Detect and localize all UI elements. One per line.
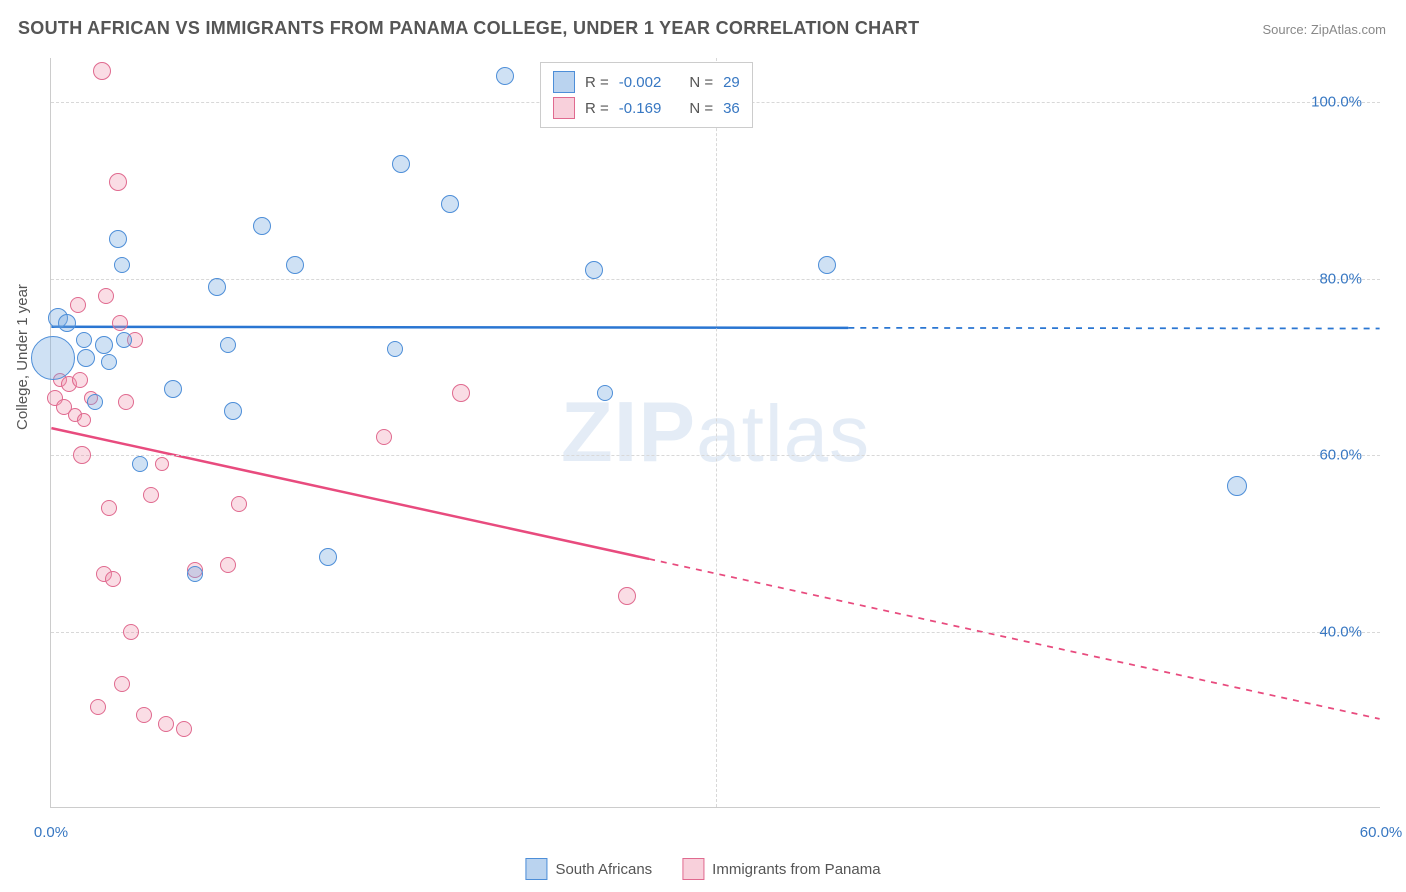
- scatter-point: [220, 337, 236, 353]
- scatter-point: [376, 429, 392, 445]
- scatter-point: [116, 332, 132, 348]
- scatter-point: [164, 380, 182, 398]
- source-label: Source: ZipAtlas.com: [1262, 22, 1386, 37]
- scatter-point: [109, 230, 127, 248]
- r-value-pink: -0.169: [619, 100, 662, 117]
- chart-container: SOUTH AFRICAN VS IMMIGRANTS FROM PANAMA …: [0, 0, 1406, 892]
- watermark-bold: ZIP: [561, 385, 696, 480]
- scatter-point: [452, 384, 470, 402]
- scatter-point: [618, 587, 636, 605]
- scatter-point: [77, 349, 95, 367]
- y-axis-label: College, Under 1 year: [14, 284, 31, 430]
- watermark-rest: atlas: [696, 389, 870, 478]
- x-tick-label: 60.0%: [1360, 824, 1403, 841]
- scatter-point: [392, 155, 410, 173]
- x-tick-label: 0.0%: [34, 824, 68, 841]
- scatter-point: [93, 62, 111, 80]
- scatter-point: [77, 413, 91, 427]
- y-tick-label: 40.0%: [1319, 623, 1362, 640]
- scatter-point: [132, 456, 148, 472]
- legend-item-blue: South Africans: [525, 858, 652, 880]
- scatter-point: [105, 571, 121, 587]
- legend-series: South Africans Immigrants from Panama: [525, 858, 880, 880]
- scatter-point: [208, 278, 226, 296]
- n-label: N =: [689, 100, 713, 117]
- r-value-blue: -0.002: [619, 74, 662, 91]
- scatter-point: [585, 261, 603, 279]
- scatter-point: [597, 385, 613, 401]
- scatter-point: [319, 548, 337, 566]
- scatter-point: [118, 394, 134, 410]
- scatter-point: [441, 195, 459, 213]
- scatter-point: [58, 314, 76, 332]
- n-value-pink: 36: [723, 100, 740, 117]
- scatter-point: [76, 332, 92, 348]
- legend-row-pink: R = -0.169 N = 36: [553, 95, 740, 121]
- scatter-point: [31, 336, 75, 380]
- scatter-point: [1227, 476, 1247, 496]
- scatter-point: [112, 315, 128, 331]
- scatter-point: [123, 624, 139, 640]
- scatter-point: [155, 457, 169, 471]
- plot-area: ZIPatlas 40.0%60.0%80.0%100.0%0.0%60.0%: [50, 58, 1380, 808]
- y-tick-label: 80.0%: [1319, 270, 1362, 287]
- scatter-point: [187, 566, 203, 582]
- scatter-point: [253, 217, 271, 235]
- scatter-point: [143, 487, 159, 503]
- scatter-point: [90, 699, 106, 715]
- trend-line-solid: [51, 428, 649, 559]
- scatter-point: [176, 721, 192, 737]
- n-value-blue: 29: [723, 74, 740, 91]
- legend-row-blue: R = -0.002 N = 29: [553, 69, 740, 95]
- y-tick-label: 60.0%: [1319, 447, 1362, 464]
- swatch-blue: [553, 71, 575, 93]
- series-label-blue: South Africans: [555, 861, 652, 878]
- scatter-point: [231, 496, 247, 512]
- trend-line-dashed: [649, 559, 1380, 719]
- scatter-point: [101, 500, 117, 516]
- n-label: N =: [689, 74, 713, 91]
- y-tick-label: 100.0%: [1311, 94, 1362, 111]
- scatter-point: [114, 676, 130, 692]
- scatter-point: [70, 297, 86, 313]
- trend-line-solid: [51, 327, 848, 328]
- gridline-v: [716, 58, 717, 807]
- scatter-point: [109, 173, 127, 191]
- scatter-point: [496, 67, 514, 85]
- scatter-point: [114, 257, 130, 273]
- scatter-point: [136, 707, 152, 723]
- series-label-pink: Immigrants from Panama: [712, 861, 880, 878]
- r-label: R =: [585, 100, 609, 117]
- scatter-point: [387, 341, 403, 357]
- scatter-point: [72, 372, 88, 388]
- scatter-point: [158, 716, 174, 732]
- scatter-point: [286, 256, 304, 274]
- chart-title: SOUTH AFRICAN VS IMMIGRANTS FROM PANAMA …: [18, 18, 919, 39]
- scatter-point: [224, 402, 242, 420]
- swatch-pink: [682, 858, 704, 880]
- scatter-point: [73, 446, 91, 464]
- scatter-point: [95, 336, 113, 354]
- scatter-point: [101, 354, 117, 370]
- scatter-point: [87, 394, 103, 410]
- legend-correlation: R = -0.002 N = 29 R = -0.169 N = 36: [540, 62, 753, 128]
- r-label: R =: [585, 74, 609, 91]
- swatch-pink: [553, 97, 575, 119]
- scatter-point: [98, 288, 114, 304]
- trend-line-dashed: [848, 328, 1379, 329]
- legend-item-pink: Immigrants from Panama: [682, 858, 880, 880]
- scatter-point: [220, 557, 236, 573]
- scatter-point: [818, 256, 836, 274]
- swatch-blue: [525, 858, 547, 880]
